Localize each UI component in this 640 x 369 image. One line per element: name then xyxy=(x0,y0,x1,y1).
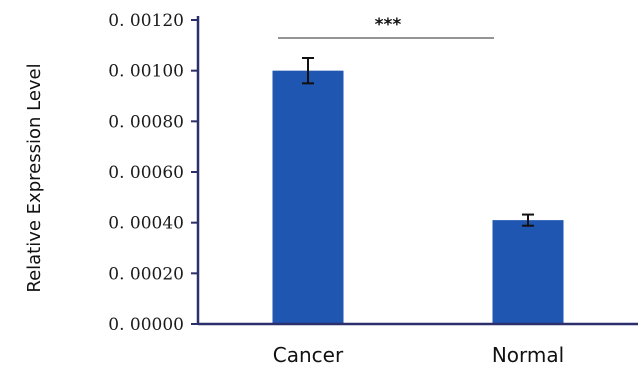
y-tick-label: 0. 00040 xyxy=(108,214,184,234)
x-tick-label: Normal xyxy=(492,343,564,367)
y-tick-label: 0. 00100 xyxy=(108,62,184,82)
y-tick-label: 0. 00120 xyxy=(108,11,184,31)
y-tick-label: 0. 00020 xyxy=(108,264,184,284)
y-tick-label: 0. 00080 xyxy=(108,112,184,132)
bar-cancer xyxy=(272,70,344,325)
y-axis-label: Relative Expression Level xyxy=(24,63,45,292)
significance-label: *** xyxy=(375,15,402,35)
y-tick-label: 0. 00000 xyxy=(108,315,184,335)
y-tick-label: 0. 00060 xyxy=(108,163,184,183)
x-tick-label: Cancer xyxy=(273,343,344,367)
bar-normal xyxy=(492,220,564,324)
